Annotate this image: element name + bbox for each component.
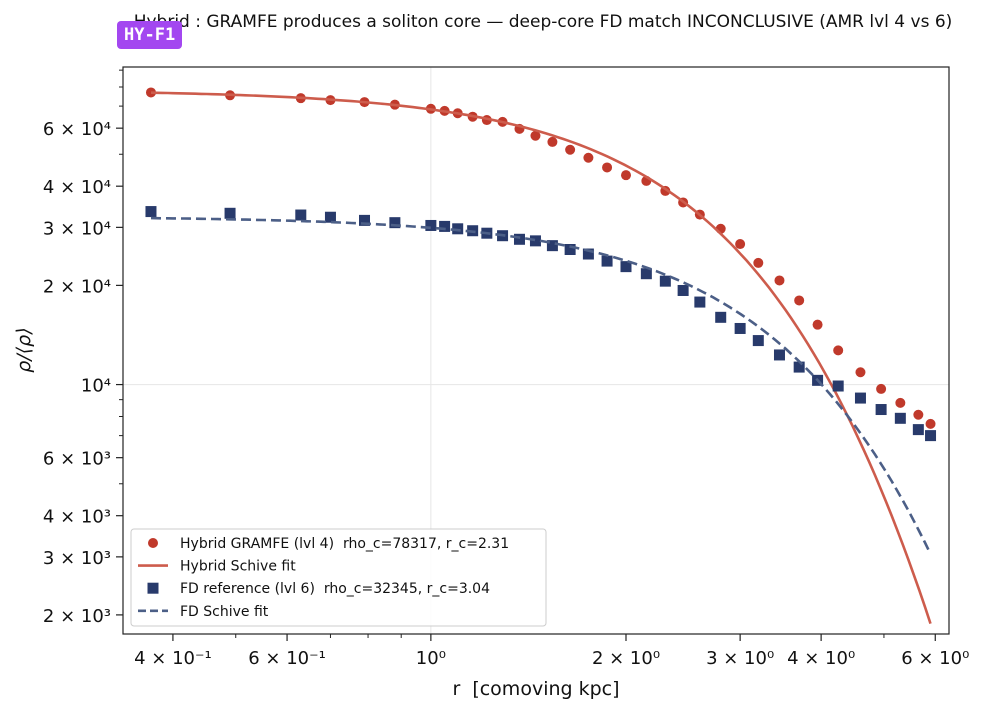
y-tick-label: 6 × 10⁴ xyxy=(43,119,111,140)
data-point-circle xyxy=(925,418,936,429)
data-point-circle xyxy=(833,345,844,356)
data-point-circle xyxy=(547,136,558,147)
x-tick-label: 6 × 10⁰ xyxy=(901,648,969,669)
x-axis-ticks: 4 × 10⁻¹ 6 × 10⁻¹ 10⁰ 2 × 10⁰ 3 × 10⁰ 4 × 10⁰… xyxy=(134,634,969,669)
data-point-circle xyxy=(583,152,594,163)
x-tick-label: 2 × 10⁰ xyxy=(592,648,660,669)
x-tick-label: 10⁰ xyxy=(416,648,446,669)
data-point-square xyxy=(324,211,336,223)
data-point-square xyxy=(620,261,632,273)
data-point-square xyxy=(389,217,401,229)
chart-title: Hybrid : GRAMFE produces a soliton core … xyxy=(134,12,953,32)
minor-ticks xyxy=(119,69,885,638)
data-point-square xyxy=(513,233,525,245)
data-point-circle xyxy=(530,130,541,141)
legend-label: FD reference (lvl 6) rho_c=32345, r_c=3.… xyxy=(180,581,490,597)
data-point-circle xyxy=(855,367,866,378)
y-tick-label: 10⁴ xyxy=(81,376,111,397)
data-point-circle xyxy=(812,319,823,330)
data-point-circle xyxy=(913,409,924,420)
data-point-circle xyxy=(774,275,785,286)
data-point-square xyxy=(546,240,558,252)
legend-box xyxy=(130,528,547,627)
y-tick-label: 3 × 10⁴ xyxy=(43,218,111,239)
data-point-square xyxy=(439,220,451,232)
data-point-square xyxy=(854,392,866,404)
legend-swatch xyxy=(148,538,158,548)
y-axis-label: ρ/⟨ρ⟩ xyxy=(13,327,35,372)
data-point-square xyxy=(875,404,887,416)
data-point-square xyxy=(894,412,906,424)
data-point-square xyxy=(640,268,652,280)
data-point-circle xyxy=(565,144,576,155)
fit-line xyxy=(150,91,932,625)
data-point-square xyxy=(734,322,746,334)
data-point-square xyxy=(582,248,594,260)
data-point-square xyxy=(359,214,371,226)
data-point-square xyxy=(912,424,924,436)
y-tick-label: 3 × 10³ xyxy=(43,548,111,569)
y-tick-label: 4 × 10⁴ xyxy=(43,177,111,198)
fit-line xyxy=(150,216,932,555)
y-tick-label: 2 × 10⁴ xyxy=(43,276,111,297)
data-point-square xyxy=(715,311,727,323)
data-point-square xyxy=(677,284,689,296)
x-tick-label: 3 × 10⁰ xyxy=(706,648,774,669)
data-point-square xyxy=(925,430,937,442)
data-point-circle xyxy=(753,257,764,268)
data-point-circle xyxy=(735,239,746,250)
data-point-square xyxy=(529,235,541,247)
data-point-square xyxy=(145,206,157,218)
plot-badge: HY-F1 xyxy=(117,21,183,49)
data-point-square xyxy=(752,335,764,347)
data-point-square xyxy=(793,361,805,373)
data-point-square xyxy=(452,223,464,235)
legend: Hybrid GRAMFE (lvl 4) rho_c=78317, r_c=2… xyxy=(130,528,547,627)
data-point-square xyxy=(773,349,785,361)
x-tick-label: 4 × 10⁰ xyxy=(787,648,855,669)
data-point-square xyxy=(224,207,236,219)
legend-swatch xyxy=(147,582,159,594)
x-tick-label: 4 × 10⁻¹ xyxy=(134,648,212,669)
data-point-circle xyxy=(602,162,613,173)
legend-label: Hybrid GRAMFE (lvl 4) rho_c=78317, r_c=2… xyxy=(180,536,509,552)
x-tick-label: 6 × 10⁻¹ xyxy=(248,648,326,669)
data-point-circle xyxy=(895,397,906,408)
data-point-circle xyxy=(876,383,887,394)
data-point-circle xyxy=(145,87,156,98)
data-point-circle xyxy=(794,295,805,306)
legend-label: FD Schive fit xyxy=(180,604,269,620)
data-point-square xyxy=(601,255,613,267)
y-tick-label: 2 × 10³ xyxy=(43,606,111,627)
y-tick-label: 4 × 10³ xyxy=(43,507,111,528)
data-point-square xyxy=(694,296,706,308)
data-point-square xyxy=(832,380,844,392)
data-point-square xyxy=(564,243,576,255)
data-point-square xyxy=(659,275,671,287)
plot-frame xyxy=(122,66,950,635)
plot-series xyxy=(145,87,937,625)
x-axis-label: r [comoving kpc] xyxy=(452,678,619,700)
legend-label: Hybrid Schive fit xyxy=(180,559,296,575)
data-point-square xyxy=(425,219,437,231)
y-axis-ticks: 2 × 10³ 3 × 10³ 4 × 10³ 6 × 10³ 10⁴ 2 × 10⁴ 3 … xyxy=(43,119,123,627)
y-tick-label: 6 × 10³ xyxy=(43,449,111,470)
data-point-circle xyxy=(620,170,631,181)
data-point-square xyxy=(295,209,307,221)
